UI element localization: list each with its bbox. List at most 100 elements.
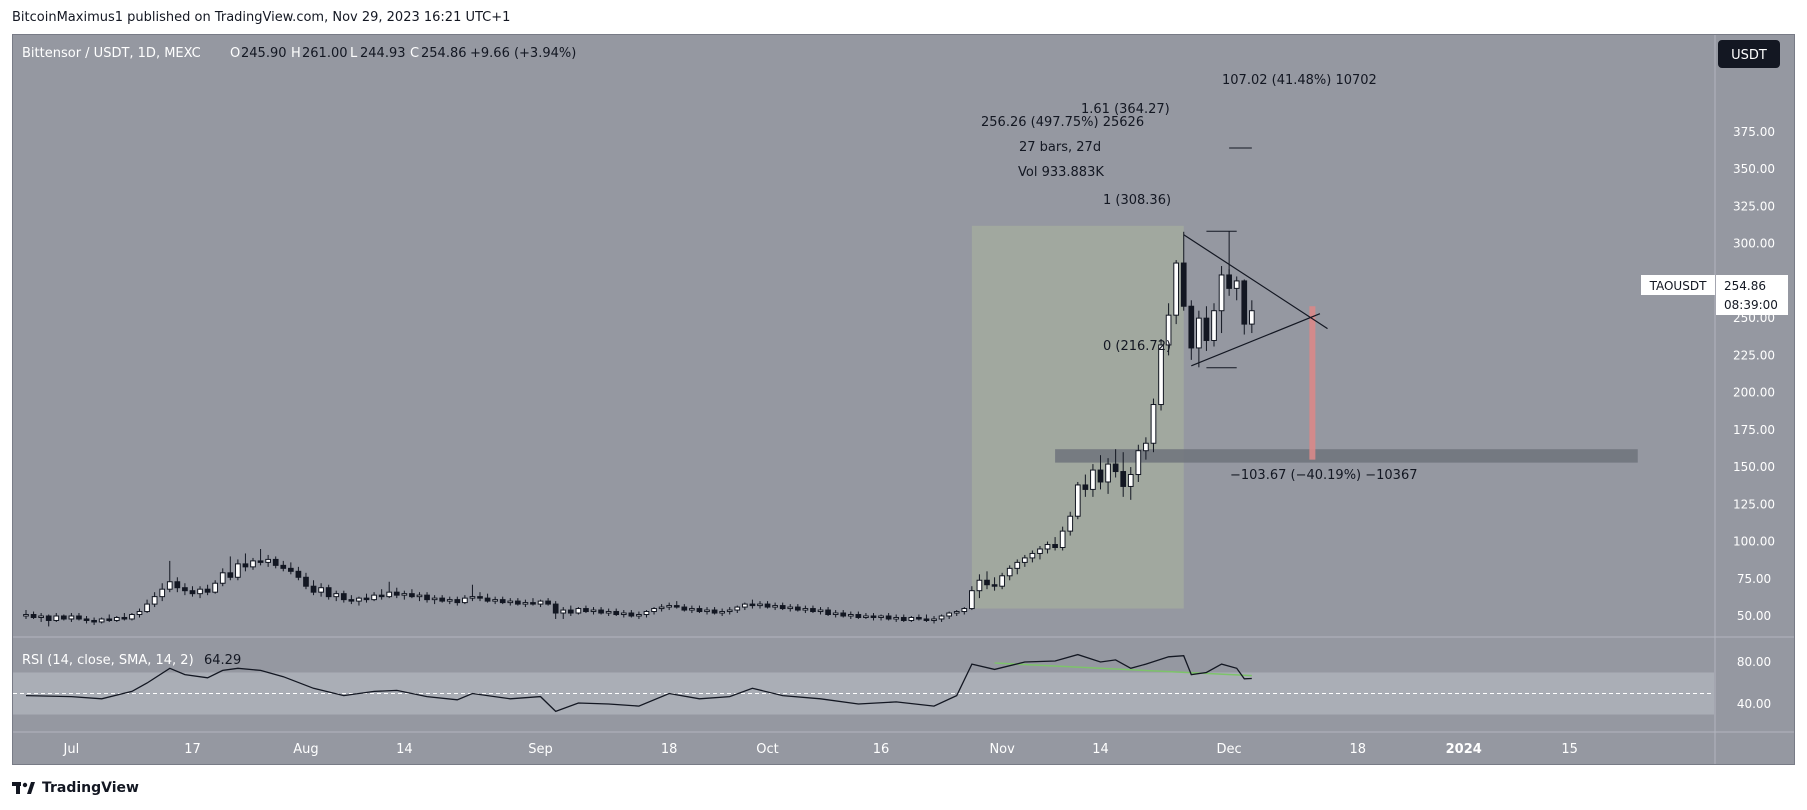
candle (166, 560, 173, 593)
candle-body (318, 587, 324, 593)
candle-body (1143, 442, 1149, 452)
fib-0-label: 0 (216.72) (1103, 339, 1171, 354)
candle-body (575, 608, 582, 614)
candle-body (469, 596, 476, 599)
low-label: L (350, 46, 358, 61)
candle-body (620, 612, 627, 616)
candle-body (409, 593, 415, 598)
candle-body (272, 558, 279, 566)
candle (537, 599, 544, 608)
candle (764, 601, 771, 609)
candle (340, 590, 347, 603)
price-tick-label: 175.00 (1733, 423, 1775, 437)
candle-body (681, 606, 688, 611)
candle-body (1037, 548, 1043, 554)
candle (1090, 464, 1096, 497)
candle-body (537, 600, 544, 605)
candle-body (893, 616, 900, 620)
candle-body (1241, 280, 1248, 325)
candle-body (219, 572, 226, 584)
candle (605, 608, 612, 616)
candle-body (477, 596, 483, 599)
close-label: C (410, 46, 419, 61)
candle-body (1044, 544, 1051, 550)
candle (68, 613, 75, 622)
candle (802, 605, 809, 614)
currency-button-label[interactable]: USDT (1731, 48, 1767, 63)
candle-body (287, 567, 294, 572)
publisher-line: BitcoinMaximus1 published on TradingView… (12, 10, 511, 25)
candle-body (212, 582, 219, 593)
candle-body (802, 608, 809, 611)
currency-button[interactable] (1718, 40, 1780, 68)
candle-body (182, 587, 188, 592)
candle-body (961, 608, 968, 613)
candle (1135, 444, 1142, 482)
candle-body (794, 606, 801, 611)
candle (401, 590, 408, 600)
candle-body (863, 615, 869, 618)
candle-body (204, 588, 211, 593)
candle-body (726, 609, 733, 613)
candle-body (371, 594, 377, 601)
candle-body (1173, 262, 1180, 316)
candle (590, 607, 597, 615)
rsi-label: RSI (14, close, SMA, 14, 2) (22, 653, 194, 668)
candle-body (969, 590, 975, 610)
candle-body (363, 597, 370, 601)
candle-body (636, 614, 642, 617)
candle (371, 592, 377, 602)
candle (98, 617, 105, 624)
candle-body (779, 605, 786, 610)
candle (1180, 231, 1187, 311)
candle (900, 614, 907, 622)
candle (772, 602, 778, 611)
candle-body (711, 609, 718, 614)
candle-body (628, 612, 635, 617)
time-tick-label: Jul (63, 742, 80, 757)
candle (1165, 303, 1172, 356)
candle-body (454, 599, 461, 604)
candle (1014, 559, 1021, 575)
candle-body (227, 572, 234, 578)
candle-body (764, 603, 771, 608)
candle (250, 557, 256, 570)
target-bar (1309, 306, 1316, 460)
candle (1150, 398, 1157, 453)
tradingview-logo[interactable]: TradingView (12, 780, 139, 796)
candle (817, 607, 824, 615)
candle (129, 613, 135, 621)
candle-body (999, 575, 1005, 587)
chart-frame[interactable] (12, 34, 1795, 765)
candle (1241, 279, 1248, 335)
candle-body (446, 599, 453, 602)
price-tick-label: 50.00 (1737, 609, 1771, 623)
candle (1143, 437, 1149, 460)
candle (628, 610, 635, 618)
candle (681, 604, 688, 612)
candle-body (734, 606, 741, 611)
candle (325, 584, 332, 600)
time-tick-label: Sep (528, 742, 553, 757)
candle-body (651, 608, 657, 613)
candle (530, 598, 536, 606)
candle-body (257, 560, 264, 563)
candle (666, 602, 673, 611)
candle (1127, 467, 1134, 500)
candle (613, 608, 620, 616)
candle (212, 580, 219, 594)
open-label: O (230, 46, 240, 61)
candle-body (431, 597, 438, 601)
candle-body (1090, 469, 1096, 490)
candle-body (1021, 557, 1028, 563)
time-tick-label: 18 (661, 742, 678, 757)
candle-body (113, 616, 120, 621)
candle (348, 595, 355, 605)
candle (144, 599, 150, 614)
candle-body (673, 605, 680, 608)
candle (696, 605, 703, 614)
candle-body (1127, 474, 1134, 487)
candle-body (946, 612, 953, 617)
candle (704, 607, 710, 615)
